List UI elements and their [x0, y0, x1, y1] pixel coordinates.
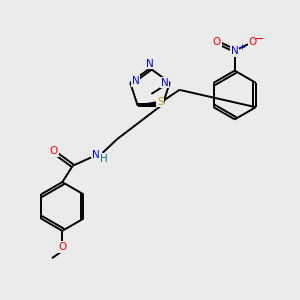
Text: +: +: [238, 43, 244, 52]
Text: S: S: [157, 97, 164, 107]
Text: N: N: [132, 76, 140, 86]
Text: O: O: [50, 146, 58, 157]
Text: O: O: [58, 242, 66, 252]
Text: O: O: [248, 37, 257, 47]
Text: H: H: [100, 154, 107, 164]
Text: O: O: [213, 37, 221, 47]
Text: N: N: [231, 46, 239, 56]
Text: N: N: [146, 58, 154, 68]
Text: N: N: [160, 78, 168, 88]
Text: N: N: [92, 150, 100, 160]
Text: −: −: [253, 33, 264, 46]
